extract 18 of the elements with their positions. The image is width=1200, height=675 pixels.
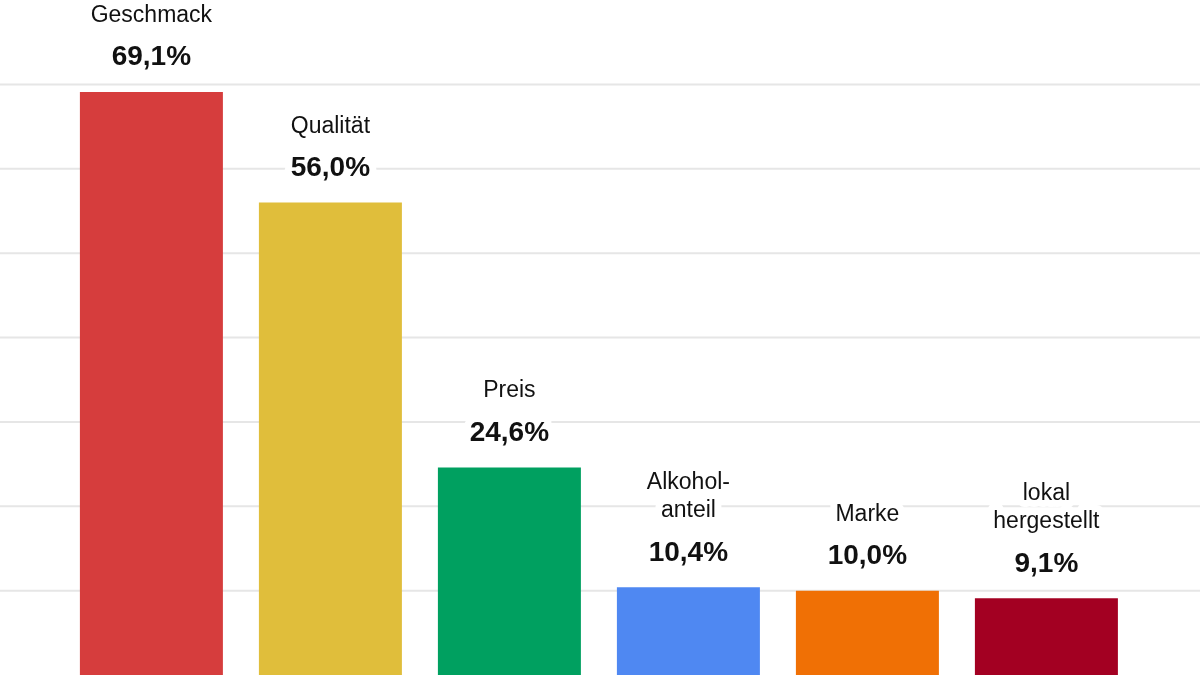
bar	[258, 202, 402, 675]
x-tick-label: lokal hergestellt	[993, 479, 1101, 534]
bar	[437, 467, 581, 675]
data-label: 10,0%	[827, 539, 908, 571]
x-tick-label: Marke	[835, 499, 900, 526]
bar	[616, 587, 760, 675]
data-label: 9,1%	[1014, 546, 1079, 578]
x-tick-label: Alkohol- anteil	[646, 468, 730, 523]
x-tick-label: Geschmack	[90, 0, 213, 27]
data-label: 24,6%	[469, 415, 550, 447]
bar	[79, 91, 223, 675]
bar	[974, 598, 1118, 675]
data-label: 69,1%	[111, 40, 192, 72]
bar	[795, 590, 939, 675]
data-label: 56,0%	[290, 151, 371, 182]
data-label: 10,4%	[648, 535, 729, 567]
x-tick-label: Qualität	[290, 111, 371, 138]
x-tick-label: Preis	[483, 376, 536, 403]
